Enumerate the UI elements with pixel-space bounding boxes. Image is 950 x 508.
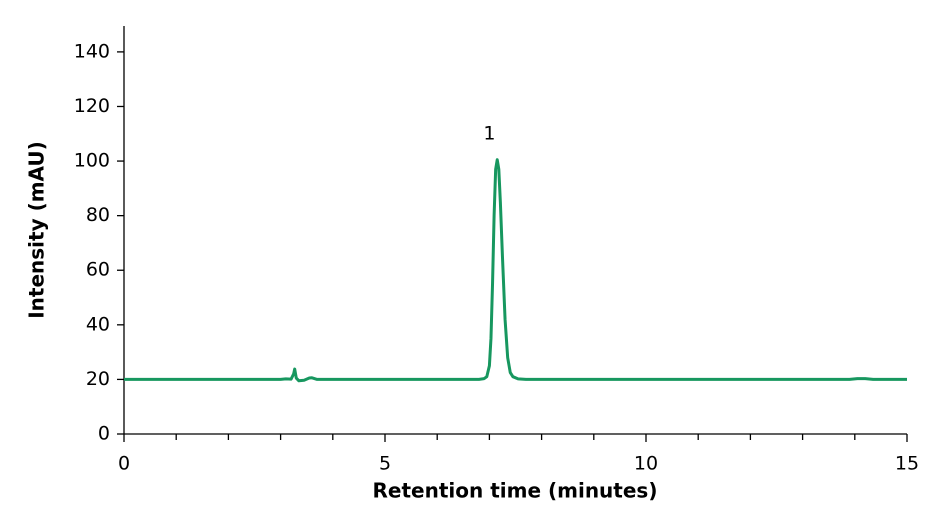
y-tick-label: 0 bbox=[98, 423, 110, 445]
y-tick-label: 120 bbox=[74, 95, 110, 117]
x-tick-label: 15 bbox=[895, 453, 919, 475]
x-axis-title: Retention time (minutes) bbox=[373, 479, 658, 503]
y-tick-label: 80 bbox=[86, 204, 110, 226]
peak-annotation: 1 bbox=[483, 122, 495, 144]
y-tick-label: 40 bbox=[86, 313, 110, 335]
y-tick-label: 60 bbox=[86, 259, 110, 281]
x-tick-label: 0 bbox=[118, 453, 130, 475]
y-axis-title: Intensity (mAU) bbox=[25, 141, 49, 319]
x-tick-label: 10 bbox=[634, 453, 658, 475]
line-series bbox=[124, 158, 907, 383]
x-tick-label: 5 bbox=[379, 453, 391, 475]
y-tick-label: 100 bbox=[74, 150, 110, 172]
y-tick-label: 20 bbox=[86, 368, 110, 390]
y-tick-label: 140 bbox=[74, 40, 110, 62]
